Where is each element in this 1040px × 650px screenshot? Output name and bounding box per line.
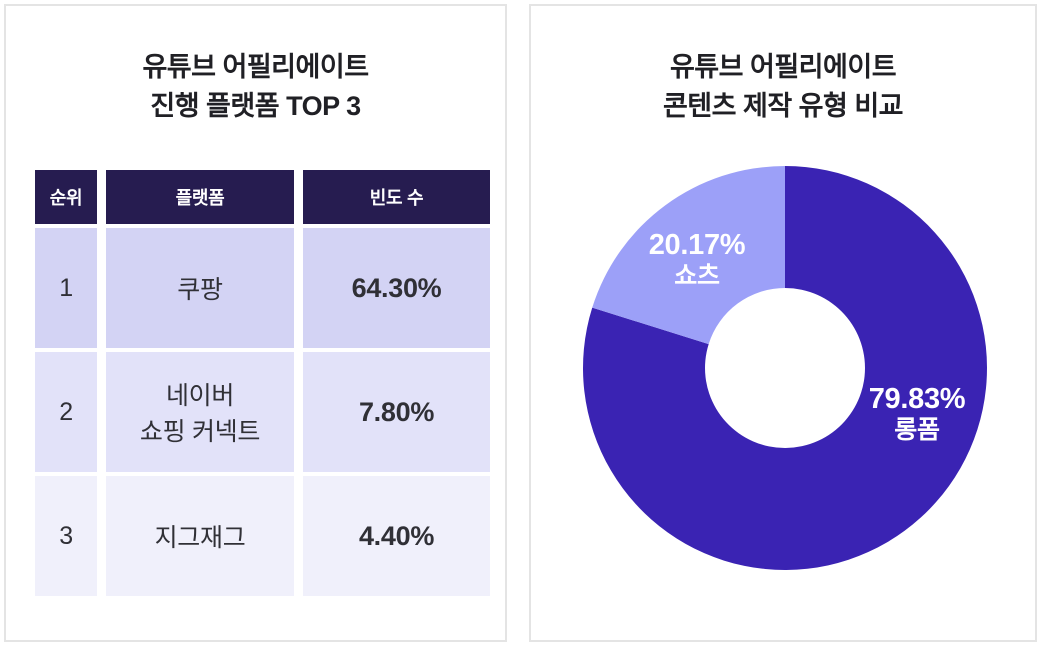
- table-title-line2: 진행 플랫폼 TOP 3: [150, 91, 361, 121]
- rank-cell: 1: [35, 228, 97, 348]
- rank-cell: 3: [35, 476, 97, 596]
- table-title-line1: 유튜브 어필리에이트: [142, 52, 369, 82]
- platform-table-panel: 유튜브 어필리에이트 진행 플랫폼 TOP 3 순위 플랫폼 빈도 수 1 쿠팡 6…: [4, 4, 507, 642]
- table-header-rank: 순위: [35, 170, 97, 224]
- rank-cell: 2: [35, 352, 97, 472]
- chart-title-line2: 콘텐츠 제작 유형 비교: [662, 91, 904, 121]
- platform-cell: 지그재그: [106, 476, 294, 596]
- frequency-cell: 64.30%: [303, 228, 490, 348]
- donut-slice-longform: [583, 166, 987, 570]
- frequency-cell: 7.80%: [303, 352, 490, 472]
- donut-chart: [580, 163, 990, 573]
- table-title: 유튜브 어필리에이트 진행 플랫폼 TOP 3: [6, 6, 505, 126]
- chart-title-line1: 유튜브 어필리에이트: [669, 52, 897, 82]
- platform-cell: 쿠팡: [106, 228, 294, 348]
- frequency-cell: 4.40%: [303, 476, 490, 596]
- table-header-frequency: 빈도 수: [303, 170, 490, 224]
- donut-slice-shorts: [592, 166, 785, 345]
- platform-cell: 네이버 쇼핑 커넥트: [106, 352, 294, 472]
- donut-svg: [583, 166, 987, 570]
- table-header-platform: 플랫폼: [106, 170, 294, 224]
- chart-title: 유튜브 어필리에이트 콘텐츠 제작 유형 비교: [531, 6, 1035, 126]
- platform-rank-table: 순위 플랫폼 빈도 수 1 쿠팡 64.30% 2 네이버 쇼핑 커넥트 7.80% 3 지그…: [35, 170, 490, 596]
- content-type-chart-panel: 유튜브 어필리에이트 콘텐츠 제작 유형 비교 20.17% 쇼츠 79.83%…: [529, 4, 1037, 642]
